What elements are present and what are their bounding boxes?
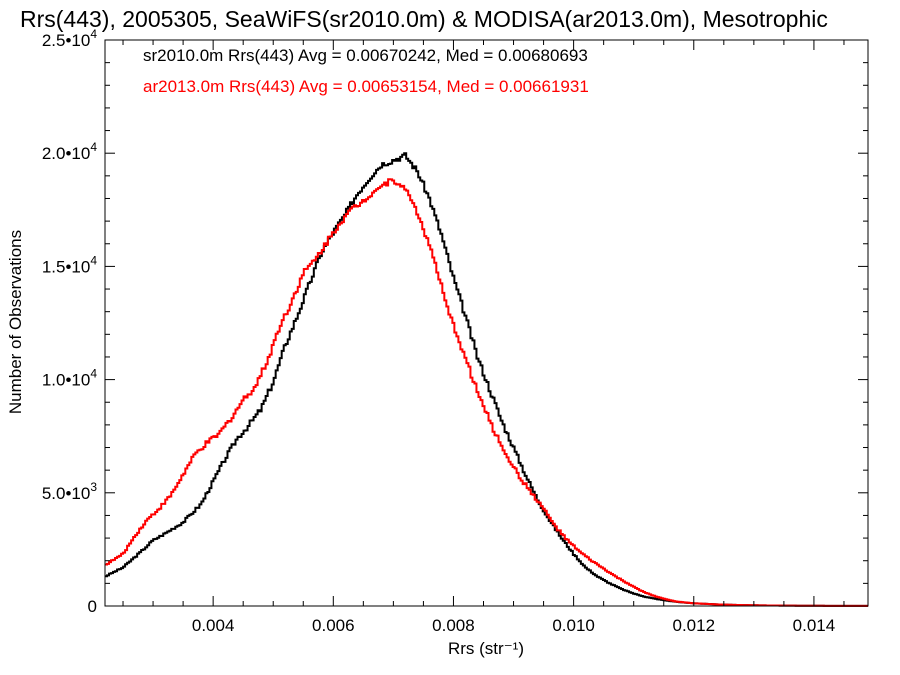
y-tick-label: 0 (88, 597, 97, 616)
x-tick-label: 0.010 (552, 616, 595, 635)
series-layer (105, 152, 868, 607)
annotation-red: ar2013.0m Rrs(443) Avg = 0.00653154, Med… (143, 77, 589, 96)
x-axis: 0.004 0.006 0.008 0.010 0.012 0.014 (122, 40, 845, 635)
x-tick-label: 0.014 (793, 616, 836, 635)
chart-title: Rrs(443), 2005305, SeaWiFS(sr2010.0m) & … (20, 6, 828, 32)
y-axis: 0 5.0•103 1.0•104 1.5•104 2.0•104 2.5•104 (42, 27, 868, 616)
x-tick-label: 0.012 (672, 616, 715, 635)
x-tick-label: 0.008 (432, 616, 475, 635)
x-axis-label: Rrs (str⁻¹) (448, 639, 524, 658)
y-tick-label: 5.0•103 (42, 480, 98, 503)
y-tick-label: 1.5•104 (42, 253, 98, 276)
annotation-black: sr2010.0m Rrs(443) Avg = 0.00670242, Med… (143, 46, 588, 65)
series-line-black (105, 152, 868, 607)
series-line-red (105, 178, 868, 607)
y-tick-label: 1.0•104 (42, 367, 98, 390)
y-tick-label: 2.0•104 (42, 140, 98, 163)
y-axis-label: Number of Observations (6, 230, 25, 414)
y-tick-label: 2.5•104 (42, 27, 98, 50)
plot-frame (104, 39, 869, 607)
x-tick-label: 0.004 (192, 616, 235, 635)
x-tick-label: 0.006 (312, 616, 355, 635)
